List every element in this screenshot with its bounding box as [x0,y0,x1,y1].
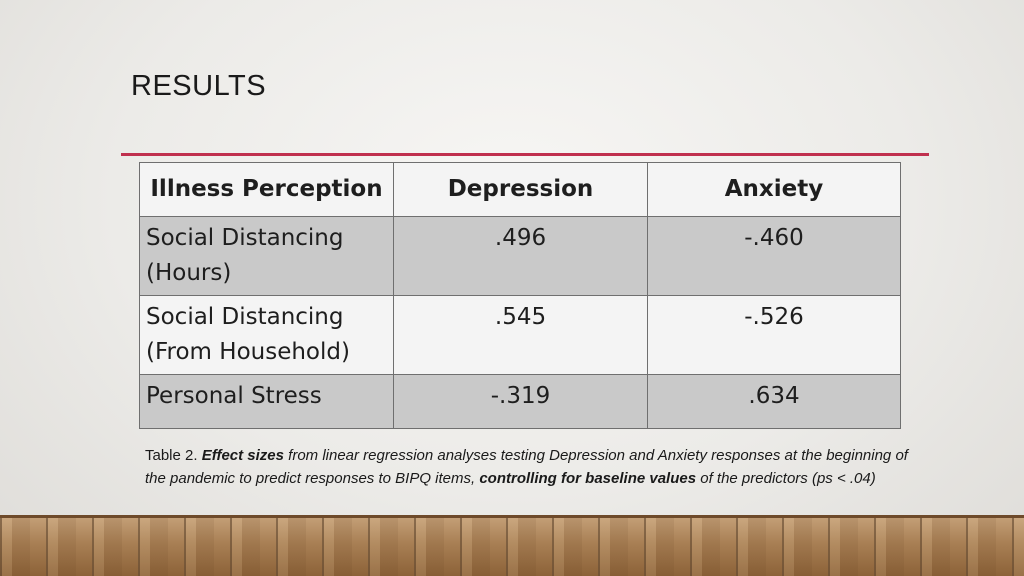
header-depression: Depression [393,162,648,217]
anxiety-value: -.460 [647,216,901,296]
caption-bold-effect-sizes: Effect sizes [201,447,284,464]
caption-prefix: Table 2. [145,447,202,464]
row-label-line1: Social Distancing [146,304,344,330]
table-header-row: Illness Perception Depression Anxiety [139,162,901,217]
table-row: Social Distancing (Hours) .496 -.460 [139,216,901,296]
depression-value: .496 [393,216,648,296]
row-label-line2: (Hours) [146,260,232,286]
row-label: Social Distancing (From Household) [139,295,394,375]
caption-text-1: from linear regression analyses testing … [145,447,908,487]
depression-value: .545 [393,295,648,375]
table-row: Personal Stress -.319 .634 [139,374,901,429]
depression-value: -.319 [393,374,648,429]
caption-text-2: of the predictors (ps < .04) [696,470,876,487]
row-label: Personal Stress [139,374,394,429]
results-table: Illness Perception Depression Anxiety So… [139,162,901,429]
caption-bold-baseline: controlling for baseline values [479,470,697,487]
table-row: Social Distancing (From Household) .545 … [139,295,901,375]
row-label: Social Distancing (Hours) [139,216,394,296]
row-label-line1: Personal Stress [146,383,322,409]
row-label-line1: Social Distancing [146,225,344,251]
wood-floor-background [0,515,1024,576]
row-label-line2: (From Household) [146,339,350,365]
floor-baseboard [0,515,1024,518]
floor-plank-texture [0,515,1024,576]
header-anxiety: Anxiety [647,162,901,217]
anxiety-value: .634 [647,374,901,429]
slide-title: RESULTS [131,70,267,102]
anxiety-value: -.526 [647,295,901,375]
header-illness-perception: Illness Perception [139,162,394,217]
table-caption: Table 2. Effect sizes from linear regres… [145,444,925,490]
title-divider [121,153,929,156]
